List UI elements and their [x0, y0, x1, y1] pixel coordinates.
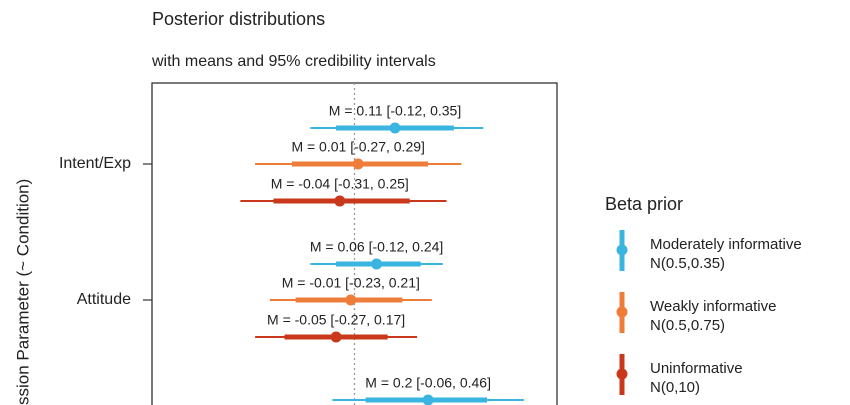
- chart-subtitle: with means and 95% credibility intervals: [151, 53, 436, 70]
- legend-sublabel: N(0,10): [650, 379, 700, 396]
- value-label: M = 0.06 [-0.12, 0.24]: [310, 239, 443, 255]
- value-label: M = -0.05 [-0.27, 0.17]: [267, 312, 405, 328]
- legend-key-point: [616, 244, 628, 256]
- mean-point: [371, 258, 383, 270]
- chart-title: Posterior distributions: [152, 9, 325, 29]
- mean-point: [422, 394, 434, 405]
- mean-point: [345, 294, 357, 306]
- value-label: M = -0.01 [-0.23, 0.21]: [282, 275, 420, 291]
- legend-label: Uninformative: [650, 360, 743, 377]
- value-label: M = 0.11 [-0.12, 0.35]: [329, 103, 461, 119]
- value-label: M = 0.01 [-0.27, 0.29]: [291, 139, 424, 155]
- legend-key-point: [616, 306, 628, 318]
- mean-point: [334, 195, 346, 207]
- y-axis-label: ssion Parameter (~ Condition): [13, 179, 32, 405]
- value-label: M = 0.2 [-0.06, 0.46]: [365, 375, 491, 391]
- mean-point: [330, 331, 342, 343]
- legend-label: Weakly informative: [650, 298, 776, 315]
- mean-point: [389, 122, 401, 134]
- value-label: M = -0.04 [-0.31, 0.25]: [271, 176, 409, 192]
- y-tick-label: Attitude: [77, 291, 131, 308]
- y-tick-label: Intent/Exp: [59, 155, 131, 172]
- legend-label: Moderately informative: [650, 236, 802, 253]
- legend-sublabel: N(0.5,0.75): [650, 317, 725, 334]
- mean-point: [352, 158, 364, 170]
- legend-sublabel: N(0.5,0.35): [650, 255, 725, 272]
- legend-key-point: [616, 368, 628, 380]
- legend-title: Beta prior: [605, 194, 683, 214]
